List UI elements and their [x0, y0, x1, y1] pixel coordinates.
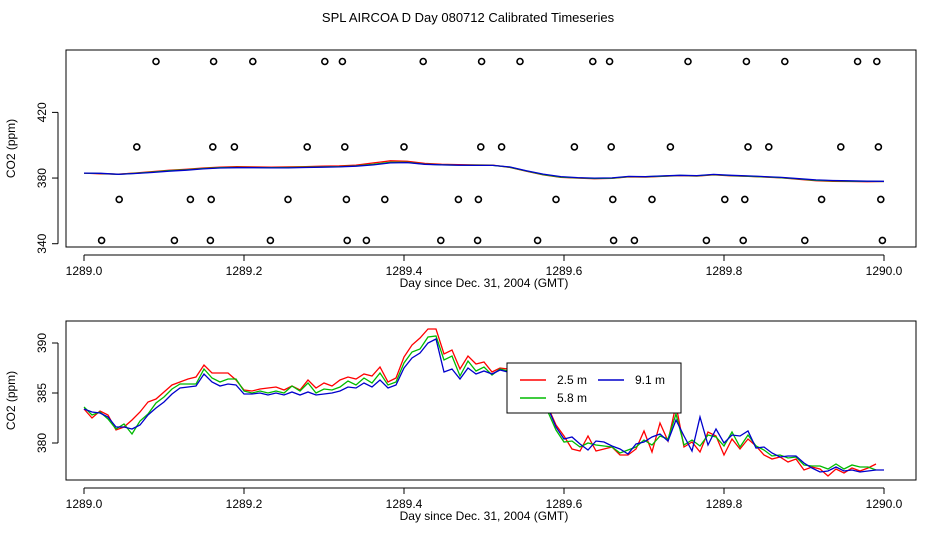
scatter-point [209, 143, 217, 151]
scatter-point [630, 236, 639, 245]
plot-frame [65, 320, 917, 481]
x-axis-label: Day since Dec. 31, 2004 (GMT) [400, 509, 569, 523]
x-tick-label: 1289.2 [226, 264, 263, 278]
series-line [83, 161, 885, 182]
bottom-panel: 1289.0 1289.2 1289.4 1289.6 1289.8 1290.0 Day … [4, 320, 917, 523]
legend-label: 9.1 m [635, 373, 665, 387]
y-tick-label: 380 [35, 168, 49, 188]
x-tick-label: 1289.8 [706, 264, 743, 278]
scatter-point [516, 57, 524, 66]
y-tick-label: 385 [35, 383, 49, 403]
y-tick-label: 420 [35, 102, 49, 122]
x-tick-label: 1289.6 [546, 264, 583, 278]
scatter-point [206, 236, 215, 245]
scatter-point [474, 195, 483, 204]
scatter-point [607, 143, 616, 151]
scatter-point [533, 236, 542, 245]
scatter-point [115, 195, 123, 204]
scatter-point [476, 143, 485, 151]
scatter-point [836, 143, 845, 151]
scatter-point [702, 236, 711, 245]
scatter-point [666, 143, 675, 151]
scatter-point [186, 195, 195, 204]
x-tick-label: 1289.0 [66, 264, 103, 278]
scatter-point [497, 143, 506, 151]
scatter-point [684, 57, 692, 66]
scatter-point [454, 195, 463, 204]
legend-label: 5.8 m [557, 391, 587, 405]
scatter-point [473, 236, 482, 245]
scatter-point [343, 236, 352, 245]
series-line [83, 160, 885, 183]
scatter-point [97, 236, 106, 245]
x-tick-label: 1289.4 [386, 497, 423, 511]
scatter-point [742, 57, 751, 66]
scatter-point [874, 143, 883, 151]
scatter-point [648, 195, 656, 204]
scatter-point [744, 143, 752, 151]
x-tick-label: 1289.6 [546, 497, 583, 511]
scatter-point [170, 236, 179, 245]
scatter-point [303, 143, 312, 151]
scatter-point [878, 236, 887, 245]
legend: 2.5 m 5.8 m 9.1 m [506, 362, 682, 414]
scatter-point [152, 57, 160, 66]
scatter-point [133, 143, 141, 151]
scatter-point [608, 195, 617, 204]
scatter-point [876, 195, 885, 204]
scatter-point [800, 236, 809, 245]
x-tick-label: 1290.0 [866, 264, 903, 278]
y-axis-label: CO2 (ppm) [4, 119, 18, 178]
scatter-point [605, 57, 614, 66]
y-tick-label: 380 [35, 433, 49, 453]
scatter-point [400, 143, 408, 151]
scatter-point [853, 57, 862, 66]
scatter-point [764, 143, 773, 151]
y-axis-label: CO2 (ppm) [4, 371, 18, 430]
legend-frame [506, 362, 682, 414]
scatter-point [570, 143, 579, 151]
scatter-point [436, 236, 445, 245]
scatter-point [477, 57, 486, 66]
scatter-point [249, 57, 257, 66]
y-tick-label: 340 [35, 233, 49, 253]
scatter-point [609, 236, 618, 245]
scatter-point [340, 143, 349, 151]
series-line [83, 338, 884, 473]
scatter-point [338, 57, 347, 66]
x-tick-label: 1289.8 [706, 497, 743, 511]
plot-frame [65, 49, 917, 248]
scatter-point [720, 195, 729, 204]
chart-title: SPL AIRCOA D Day 080712 Calibrated Times… [322, 10, 615, 25]
scatter-point [207, 195, 215, 204]
top-panel: 1289.0 1289.2 1289.4 1289.6 1289.8 1290.0 Day … [4, 49, 917, 290]
scatter-point [817, 195, 826, 204]
scatter-point [362, 236, 371, 245]
series-line [83, 328, 877, 477]
scatter-point [419, 57, 428, 66]
scatter-point [209, 57, 218, 66]
legend-label: 2.5 m [557, 373, 587, 387]
x-axis-label: Day since Dec. 31, 2004 (GMT) [400, 276, 569, 290]
x-tick-label: 1289.4 [386, 264, 423, 278]
x-tick-label: 1290.0 [866, 497, 903, 511]
scatter-point [230, 143, 239, 151]
scatter-point [739, 236, 748, 245]
scatter-point [342, 195, 351, 204]
scatter-point [780, 57, 789, 66]
scatter-point [552, 195, 560, 204]
scatter-point [320, 57, 329, 66]
x-tick-label: 1289.2 [226, 497, 263, 511]
scatter-point [588, 57, 597, 66]
scatter-point [380, 195, 389, 204]
y-tick-label: 390 [35, 333, 49, 353]
scatter-point [872, 57, 881, 66]
scatter-point [284, 195, 292, 204]
scatter-point [740, 195, 749, 204]
x-tick-label: 1289.0 [66, 497, 103, 511]
series-line [83, 335, 877, 471]
scatter-point [266, 236, 275, 245]
